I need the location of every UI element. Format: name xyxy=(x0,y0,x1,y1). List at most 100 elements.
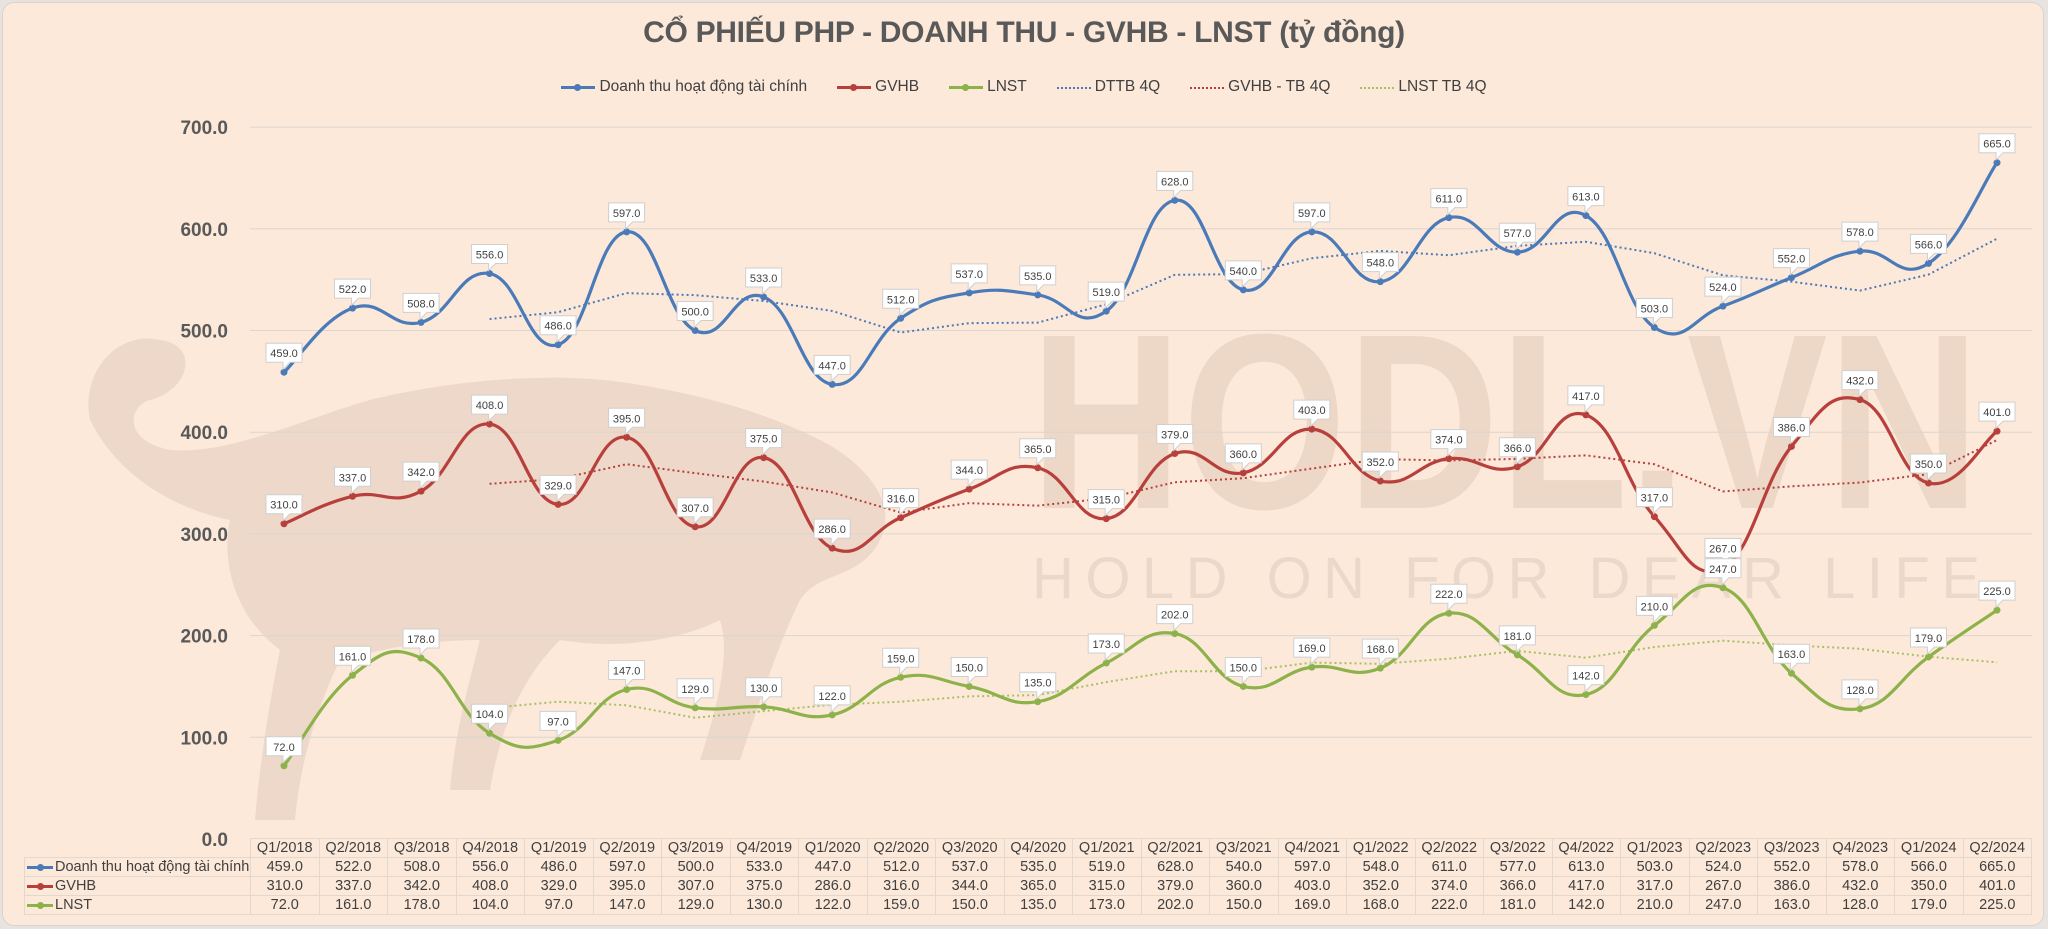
data-point-marker[interactable] xyxy=(1445,455,1453,463)
data-label: 577.0 xyxy=(1498,222,1536,251)
data-point-marker[interactable] xyxy=(1650,513,1658,521)
data-point-marker[interactable] xyxy=(1993,606,2001,614)
data-point-marker[interactable] xyxy=(554,736,562,744)
svg-text:611.0: 611.0 xyxy=(1435,194,1462,206)
data-point-marker[interactable] xyxy=(1856,705,1864,713)
data-point-marker[interactable] xyxy=(1582,691,1590,699)
table-cell: 386.0 xyxy=(1757,876,1827,896)
data-label: 524.0 xyxy=(1704,276,1742,305)
table-cell: 142.0 xyxy=(1551,895,1621,915)
data-point-marker[interactable] xyxy=(554,500,562,508)
svg-text:202.0: 202.0 xyxy=(1161,610,1189,622)
data-point-marker[interactable] xyxy=(1376,664,1384,672)
data-point-marker[interactable] xyxy=(760,293,768,301)
data-point-marker[interactable] xyxy=(828,544,836,552)
data-point-marker[interactable] xyxy=(1445,214,1453,222)
data-label: 503.0 xyxy=(1635,297,1673,326)
data-point-marker[interactable] xyxy=(965,682,973,690)
data-point-marker[interactable] xyxy=(417,654,425,662)
data-label: 540.0 xyxy=(1224,260,1262,289)
data-point-marker[interactable] xyxy=(1308,228,1316,236)
data-point-marker[interactable] xyxy=(1787,274,1795,282)
data-point-marker[interactable] xyxy=(1171,630,1179,638)
data-label: 447.0 xyxy=(813,354,851,383)
svg-text:512.0: 512.0 xyxy=(887,294,915,306)
data-point-marker[interactable] xyxy=(965,485,973,493)
legend-item-doanh-thu[interactable]: Doanh thu hoạt động tài chính xyxy=(561,78,807,96)
data-point-marker[interactable] xyxy=(280,762,288,770)
data-point-marker[interactable] xyxy=(1171,450,1179,458)
data-point-marker[interactable] xyxy=(486,729,494,737)
data-point-marker[interactable] xyxy=(1376,278,1384,286)
data-point-marker[interactable] xyxy=(691,523,699,531)
data-point-marker[interactable] xyxy=(691,704,699,712)
data-point-marker[interactable] xyxy=(1376,477,1384,485)
data-point-marker[interactable] xyxy=(280,368,288,376)
data-point-marker[interactable] xyxy=(1650,323,1658,331)
data-point-marker[interactable] xyxy=(1239,682,1247,690)
data-point-marker[interactable] xyxy=(760,703,768,711)
data-point-marker[interactable] xyxy=(897,314,905,322)
data-point-marker[interactable] xyxy=(1445,609,1453,617)
data-point-marker[interactable] xyxy=(1034,698,1042,706)
data-point-marker[interactable] xyxy=(1034,464,1042,472)
data-point-marker[interactable] xyxy=(1582,411,1590,419)
legend-item-gvhb[interactable]: GVHB xyxy=(837,78,919,96)
data-point-marker[interactable] xyxy=(417,487,425,495)
data-point-marker[interactable] xyxy=(691,327,699,334)
legend-item-gvhb-tb-4q[interactable]: GVHB - TB 4Q xyxy=(1190,78,1330,96)
data-point-marker[interactable] xyxy=(1856,247,1864,255)
data-point-marker[interactable] xyxy=(897,514,905,522)
data-point-marker[interactable] xyxy=(965,289,973,297)
legend-item-lnst[interactable]: LNST xyxy=(949,78,1027,96)
data-point-marker[interactable] xyxy=(1993,159,2001,167)
svg-text:169.0: 169.0 xyxy=(1298,643,1326,655)
data-point-marker[interactable] xyxy=(1513,463,1521,471)
data-point-marker[interactable] xyxy=(1787,669,1795,677)
data-point-marker[interactable] xyxy=(1719,584,1727,592)
data-point-marker[interactable] xyxy=(1650,621,1658,629)
data-point-marker[interactable] xyxy=(623,228,631,236)
svg-text:508.0: 508.0 xyxy=(407,298,435,310)
data-point-marker[interactable] xyxy=(1924,479,1932,487)
data-point-marker[interactable] xyxy=(623,433,631,441)
data-point-marker[interactable] xyxy=(554,341,562,349)
data-point-marker[interactable] xyxy=(349,492,357,500)
data-point-marker[interactable] xyxy=(417,318,425,326)
data-point-marker[interactable] xyxy=(1856,396,1864,404)
data-point-marker[interactable] xyxy=(1239,469,1247,477)
dotted-line-icon xyxy=(1360,82,1395,92)
table-row: LNST 72.0 161.0 178.0 104.0 97.0 147.0 129.0 130… xyxy=(24,895,2032,915)
data-point-marker[interactable] xyxy=(280,520,288,528)
data-point-marker[interactable] xyxy=(1513,651,1521,659)
data-point-marker[interactable] xyxy=(486,420,494,428)
data-point-marker[interactable] xyxy=(1102,659,1110,667)
data-point-marker[interactable] xyxy=(828,380,836,388)
data-point-marker[interactable] xyxy=(1308,663,1316,671)
data-point-marker[interactable] xyxy=(1034,291,1042,299)
data-point-marker[interactable] xyxy=(623,686,631,694)
data-point-marker[interactable] xyxy=(1171,196,1179,204)
data-point-marker[interactable] xyxy=(828,711,836,719)
data-point-marker[interactable] xyxy=(1102,307,1110,315)
data-point-marker[interactable] xyxy=(1719,302,1727,310)
data-point-marker[interactable] xyxy=(1513,248,1521,256)
data-point-marker[interactable] xyxy=(1582,212,1590,220)
table-column-header: Q3/2022 xyxy=(1483,838,1553,858)
data-point-marker[interactable] xyxy=(349,304,357,312)
data-point-marker[interactable] xyxy=(1924,653,1932,661)
data-point-marker[interactable] xyxy=(897,673,905,681)
data-point-marker[interactable] xyxy=(1924,259,1932,267)
svg-text:519.0: 519.0 xyxy=(1092,287,1120,299)
data-point-marker[interactable] xyxy=(1239,286,1247,294)
legend-item-dttb-4q[interactable]: DTTB 4Q xyxy=(1056,78,1160,96)
data-point-marker[interactable] xyxy=(1308,425,1316,433)
data-point-marker[interactable] xyxy=(1993,427,2001,435)
legend-item-lnst-tb-4q[interactable]: LNST TB 4Q xyxy=(1360,78,1487,96)
data-point-marker[interactable] xyxy=(1787,442,1795,450)
data-label: 97.0 xyxy=(539,710,577,739)
data-point-marker[interactable] xyxy=(486,270,494,278)
data-point-marker[interactable] xyxy=(349,671,357,679)
data-point-marker[interactable] xyxy=(760,454,768,462)
data-point-marker[interactable] xyxy=(1102,515,1110,523)
